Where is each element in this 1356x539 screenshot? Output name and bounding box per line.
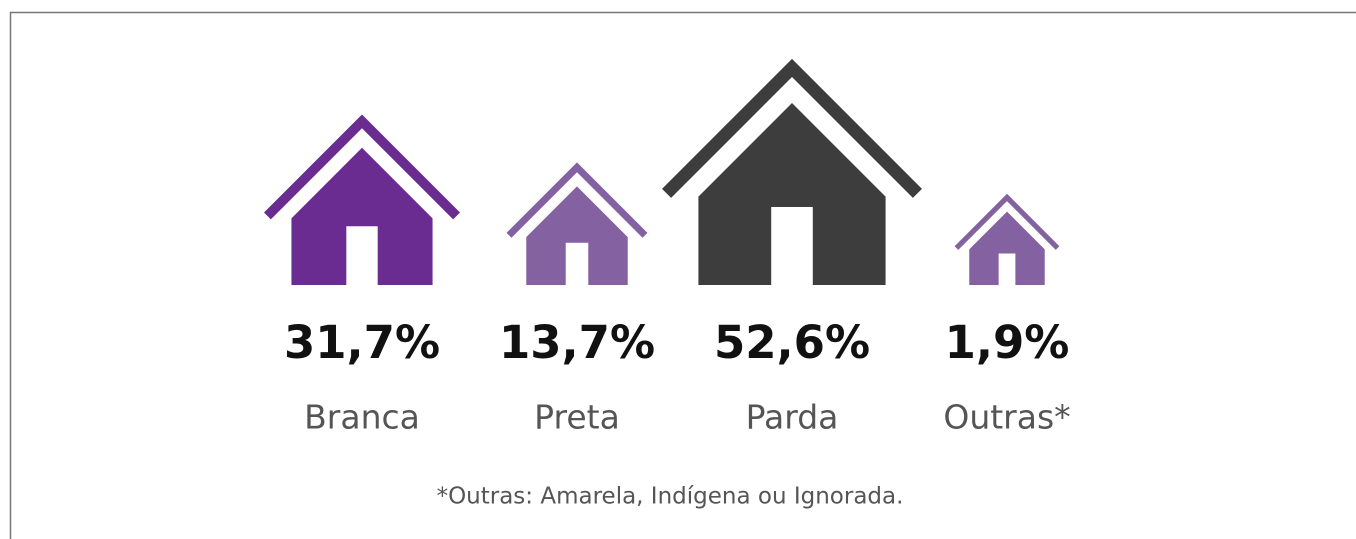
value-label: 1,9% — [945, 316, 1070, 369]
frame — [9, 11, 1356, 539]
footnote: *Outras: Amarela, Indígena ou Ignorada. — [437, 484, 904, 510]
house-icon — [506, 162, 648, 285]
category-label: Preta — [534, 398, 620, 437]
category-label: Parda — [746, 398, 839, 437]
category-label: Branca — [304, 398, 420, 437]
value-label: 31,7% — [284, 316, 440, 369]
house-icon — [954, 193, 1060, 285]
value-label: 13,7% — [499, 316, 655, 369]
value-label: 52,6% — [714, 316, 870, 369]
house-icon — [662, 58, 922, 285]
house-icon — [263, 114, 461, 285]
category-label: Outras* — [943, 398, 1070, 437]
